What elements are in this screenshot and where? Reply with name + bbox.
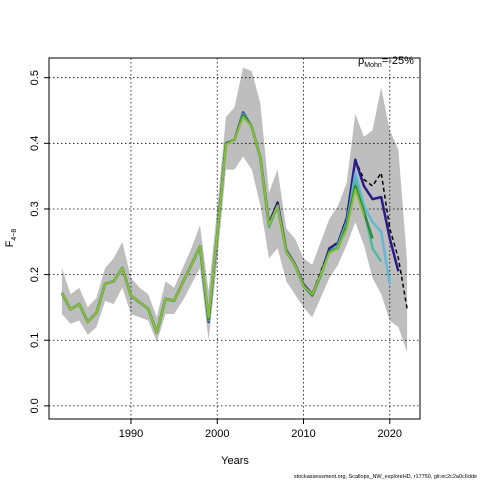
- y-tick-label: 0.2: [29, 267, 41, 282]
- x-tick-label: 2020: [378, 428, 402, 440]
- y-tick-label: 0.3: [29, 201, 41, 216]
- series-line-6: [61, 116, 365, 334]
- x-tick-label: 1990: [119, 428, 143, 440]
- confidence-band: [61, 67, 408, 353]
- y-tick-label: 0.4: [29, 136, 41, 151]
- x-tick-label: 2010: [291, 428, 315, 440]
- confidence-band-layer: [61, 67, 408, 353]
- y-tick-label: 0.1: [29, 333, 41, 348]
- grid-layer: [49, 58, 420, 419]
- y-axis-title-main: F: [4, 240, 16, 247]
- series-layer: [60, 111, 408, 334]
- mohn-rho-annotation: ρMohn=-25%: [358, 55, 414, 69]
- footer-text: stockassessment.org, Scallops_NW_explore…: [294, 474, 477, 480]
- y-tick-label: 0.5: [29, 70, 41, 85]
- y-axis-title: F4−8: [4, 229, 18, 248]
- mohn-rho-symbol: ρ: [358, 55, 364, 67]
- mohn-rho-subscript: Mohn: [364, 62, 382, 69]
- y-axis-title-subscript: 4−8: [11, 229, 18, 241]
- x-tick-label: 2000: [205, 428, 229, 440]
- y-axis: 0.0 0.1 0.2 0.3 0.4 0.5: [29, 70, 49, 414]
- mohn-rho-value: =-25%: [382, 55, 414, 67]
- x-axis: 1990 2000 2010 2020: [119, 419, 402, 440]
- plot-frame: [48, 57, 421, 420]
- y-tick-label: 0.0: [29, 398, 41, 413]
- x-axis-title: Years: [221, 455, 249, 467]
